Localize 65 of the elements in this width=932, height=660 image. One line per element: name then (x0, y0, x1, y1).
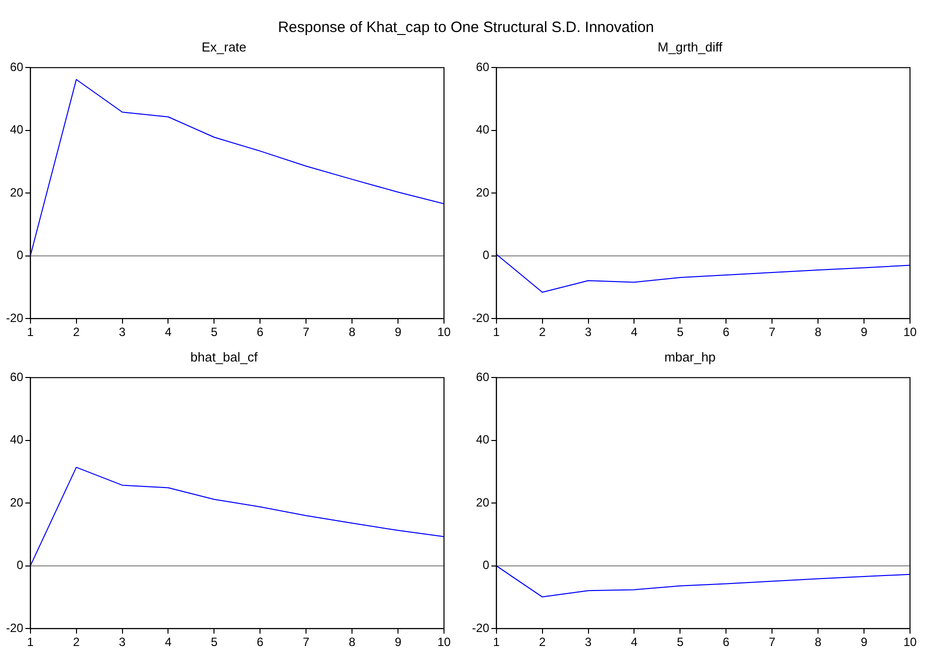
x-tick-label: 2 (538, 635, 546, 650)
y-tick-label: 0 (16, 248, 24, 262)
x-tick-label: 7 (302, 635, 310, 650)
x-tick-label: 4 (164, 635, 172, 650)
x-tick-label: 9 (860, 325, 868, 340)
y-tick-label: 20 (476, 495, 490, 510)
chart-title: mbar_hp (664, 349, 716, 364)
x-tick-label: 10 (903, 325, 917, 340)
x-tick-label: 1 (27, 635, 34, 650)
x-tick-label: 7 (768, 325, 776, 340)
x-tick-label: 8 (348, 635, 356, 650)
text: Response of Khat_cap to One Structural S.D. Innovation (278, 19, 654, 36)
x-tick-label: 7 (302, 325, 310, 340)
x-tick-label: 6 (256, 325, 264, 340)
x-tick-label: 9 (394, 635, 402, 650)
y-tick-label: 40 (476, 122, 490, 137)
x-tick-label: 3 (584, 325, 592, 340)
x-tick-label: 3 (118, 325, 126, 340)
y-tick-label: 20 (476, 185, 490, 200)
x-tick-label: 1 (493, 635, 500, 650)
y-tick-label: 40 (476, 432, 490, 447)
x-tick-label: 2 (538, 325, 546, 340)
x-tick-label: 8 (348, 325, 356, 340)
x-tick-label: 4 (164, 325, 172, 340)
x-tick-label: 2 (72, 635, 80, 650)
x-tick-label: 10 (437, 635, 451, 650)
y-tick-label: -20 (6, 620, 24, 635)
y-tick-label: 40 (10, 432, 24, 447)
y-tick-label: 60 (476, 370, 490, 384)
y-tick-label: 0 (482, 558, 490, 572)
x-tick-label: 6 (256, 635, 264, 650)
y-tick-label: 60 (10, 60, 24, 74)
y-tick-label: 0 (16, 558, 24, 572)
y-tick-label: -20 (6, 310, 24, 325)
x-tick-label: 5 (210, 325, 218, 340)
x-tick-label: 1 (27, 325, 34, 340)
x-tick-label: 3 (118, 635, 126, 650)
y-tick-label: 60 (476, 60, 490, 74)
x-tick-label: 5 (210, 635, 218, 650)
x-tick-label: 7 (768, 635, 776, 650)
chart-title: M_grth_diff (658, 39, 723, 54)
x-tick-label: 2 (72, 325, 80, 340)
x-tick-label: 1 (493, 325, 500, 340)
x-tick-label: 8 (814, 325, 822, 340)
x-tick-label: 6 (722, 635, 730, 650)
y-tick-label: 0 (482, 248, 490, 262)
x-tick-label: 4 (630, 635, 638, 650)
y-tick-label: 40 (10, 122, 24, 137)
x-tick-label: 5 (676, 325, 684, 340)
x-tick-label: 10 (903, 635, 917, 650)
x-tick-label: 9 (394, 325, 402, 340)
x-tick-label: 9 (860, 635, 868, 650)
x-tick-label: 5 (676, 635, 684, 650)
y-tick-label: 60 (10, 370, 24, 384)
chart-title: Ex_rate (202, 39, 246, 54)
y-tick-label: -20 (472, 310, 490, 325)
x-tick-label: 8 (814, 635, 822, 650)
x-tick-label: 4 (630, 325, 638, 340)
x-tick-label: 3 (584, 635, 592, 650)
y-tick-label: 20 (10, 185, 24, 200)
y-tick-label: 20 (10, 495, 24, 510)
x-tick-label: 6 (722, 325, 730, 340)
x-tick-label: 10 (437, 325, 451, 340)
chart-title: bhat_bal_cf (190, 349, 258, 364)
y-tick-label: -20 (472, 620, 490, 635)
